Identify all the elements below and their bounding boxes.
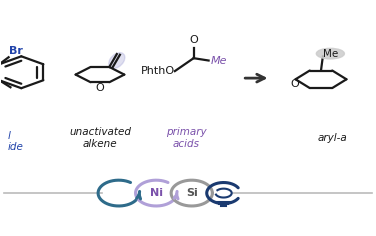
Text: primary
acids: primary acids <box>166 127 206 149</box>
Text: unactivated
alkene: unactivated alkene <box>69 127 131 149</box>
Text: O: O <box>96 83 105 93</box>
Ellipse shape <box>316 48 344 59</box>
Text: Me: Me <box>323 49 338 59</box>
Text: ide: ide <box>8 142 23 152</box>
Text: Br: Br <box>9 46 23 56</box>
Text: PhthO: PhthO <box>141 66 175 76</box>
Text: O: O <box>291 79 300 89</box>
Text: l: l <box>8 131 10 141</box>
Text: O: O <box>189 35 198 45</box>
Text: Si: Si <box>186 188 198 198</box>
Ellipse shape <box>109 53 125 68</box>
Text: PC: PC <box>111 188 127 198</box>
Text: aryl-a: aryl-a <box>317 133 347 143</box>
Text: Ni: Ni <box>150 188 163 198</box>
Text: Me: Me <box>211 55 227 66</box>
